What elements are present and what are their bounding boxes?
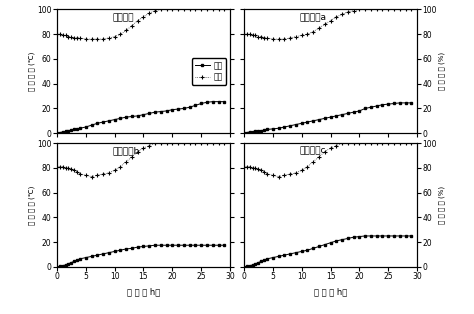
Text: 生物冰袋c: 生物冰袋c: [300, 147, 326, 156]
Text: 普通冰块: 普通冰块: [112, 13, 134, 22]
Legend: 温度, 湿度: 温度, 湿度: [192, 58, 226, 84]
Text: 生物冰袋b: 生物冰袋b: [112, 147, 139, 156]
Y-axis label: 湿 度 变 化 (%): 湿 度 变 化 (%): [438, 186, 445, 224]
X-axis label: 时 间 （ h）: 时 间 （ h）: [127, 287, 160, 296]
Y-axis label: 温 度 变 化 (℃): 温 度 变 化 (℃): [29, 185, 36, 225]
Text: 生物冰袋a: 生物冰袋a: [300, 13, 327, 22]
Y-axis label: 温 度 变 化 (℃): 温 度 变 化 (℃): [29, 51, 36, 91]
Y-axis label: 湿 度 变 化 (%): 湿 度 变 化 (%): [438, 52, 445, 90]
X-axis label: 时 间 （ h）: 时 间 （ h）: [314, 287, 347, 296]
